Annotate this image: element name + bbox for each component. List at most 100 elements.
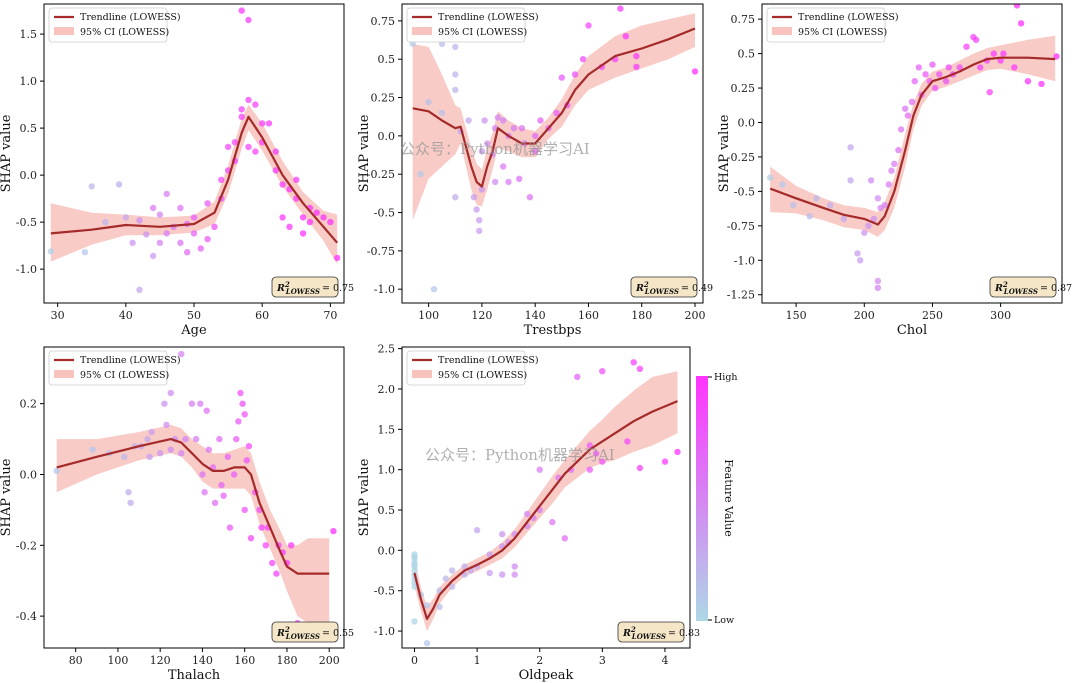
scatter-point [553, 109, 560, 117]
scatter-point [411, 618, 418, 625]
axes-frame [401, 3, 704, 304]
scatter-point [204, 235, 211, 243]
scatter-point [127, 499, 134, 506]
scatter-point [411, 561, 418, 569]
scatter-point [874, 195, 882, 202]
legend-ci-swatch [54, 370, 74, 378]
scatter-point [986, 89, 993, 96]
scatter-point [190, 214, 198, 221]
r2-badge: R2 LOWESS = 0.87 [989, 276, 1072, 298]
legend-ci-swatch [412, 27, 432, 35]
scatter-point [411, 553, 418, 560]
legend-ci-swatch [412, 370, 432, 378]
x-tick-label: 3 [599, 654, 606, 667]
y-tick-label: -0.75 [727, 220, 755, 233]
scatter-point [306, 218, 314, 226]
axes-frame [43, 346, 345, 649]
scatter-point [592, 450, 600, 457]
y-tick-label: -1.0 [16, 263, 37, 276]
scatter-point [258, 524, 265, 531]
scatter-point [262, 542, 269, 549]
y-tick-label: 0.5 [738, 48, 756, 61]
scatter-point [874, 284, 882, 291]
r2-badge: R2 LOWESS = 0.75 [271, 276, 354, 298]
colorbar-title: Feature Value [722, 459, 735, 536]
scatter-point [908, 98, 916, 106]
x-axis-label: Chol [897, 323, 927, 338]
scatter-point [549, 518, 556, 526]
scatter-point [197, 245, 204, 252]
r2-label: R2 LOWESS = 0.87 [994, 280, 1072, 296]
scatter-point [161, 400, 168, 407]
y-tick-label: 2.0 [378, 383, 396, 396]
scatter-point [231, 139, 239, 146]
legend-box [406, 7, 526, 43]
scatter-point [518, 125, 526, 132]
r2-label: R2 LOWESS = 0.83 [622, 625, 700, 641]
scatter-point [334, 254, 341, 262]
scatter-point [881, 202, 888, 209]
scatter-point [241, 506, 248, 514]
x-tick-label: 140 [192, 654, 213, 667]
scatter-point [269, 559, 276, 567]
x-tick-label: 100 [418, 309, 439, 322]
scatter-point [243, 457, 250, 464]
y-tick-label: 0.0 [738, 116, 756, 129]
scatter-point [854, 250, 861, 257]
trend-line [56, 438, 330, 575]
scatter-point [192, 435, 200, 443]
scatter-point [511, 563, 518, 570]
ci-band [56, 424, 330, 627]
scatter-point [499, 571, 506, 578]
x-tick-label: 250 [922, 309, 943, 322]
x-tick-label: 300 [990, 309, 1011, 322]
scatter-point [461, 563, 468, 570]
scatter-point [157, 450, 164, 457]
scatter-point [89, 446, 96, 453]
scatter-point [88, 183, 95, 190]
y-tick-label: -0.5 [734, 185, 755, 198]
watermark-top: 公众号：Python机器学习AI [400, 140, 590, 158]
scatter-point [1017, 20, 1025, 27]
scatter-point [486, 569, 493, 577]
scatter-point [897, 126, 905, 133]
legend-trend-label: Trendline (LOWESS) [798, 12, 899, 23]
scatter-point [945, 64, 952, 71]
colorbar-gradient [696, 376, 708, 621]
legend: Trendline (LOWESS) 95% CI (LOWESS) [406, 350, 539, 386]
y-tick-label: 0.0 [378, 130, 396, 143]
scatter-point [492, 178, 499, 186]
y-tick-label: 0.5 [20, 122, 38, 135]
scatter-point [470, 194, 478, 201]
scatter-point [526, 194, 534, 201]
y-tick-label: -0.2 [16, 539, 37, 552]
scatter-point [473, 206, 480, 213]
x-tick-label: 0 [411, 654, 418, 667]
scatter-point [299, 214, 307, 221]
scatter-point [870, 215, 877, 223]
scatter-point [574, 373, 581, 381]
scatter-point [452, 43, 459, 51]
scatter-point [330, 527, 337, 535]
legend-ci-label: 95% CI (LOWESS) [80, 27, 169, 38]
scatter-point [238, 113, 245, 121]
legend: Trendline (LOWESS) 95% CI (LOWESS) [406, 7, 539, 43]
colorbar-high-label: High [714, 372, 738, 383]
r2-box [989, 276, 1057, 298]
scatter-point [146, 453, 153, 460]
colorbar: High Low Feature Value [696, 372, 738, 626]
scatter-points [411, 359, 681, 647]
scatter-point [327, 218, 334, 226]
scatter-point [865, 222, 872, 229]
plot-area [411, 359, 681, 647]
x-tick-label: 200 [319, 654, 340, 667]
y-tick-label: -0.25 [727, 151, 755, 164]
panel-thalach: 80 100 120 140 160 180 200 -0.4 -0.2 0.0 0.2 Thalac… [0, 346, 354, 683]
scatter-point [510, 125, 518, 132]
x-tick-label: 200 [854, 309, 875, 322]
scatter-point [511, 571, 518, 578]
scatter-point [178, 450, 185, 457]
scatter-point [188, 400, 196, 407]
scatter-point [235, 418, 242, 425]
